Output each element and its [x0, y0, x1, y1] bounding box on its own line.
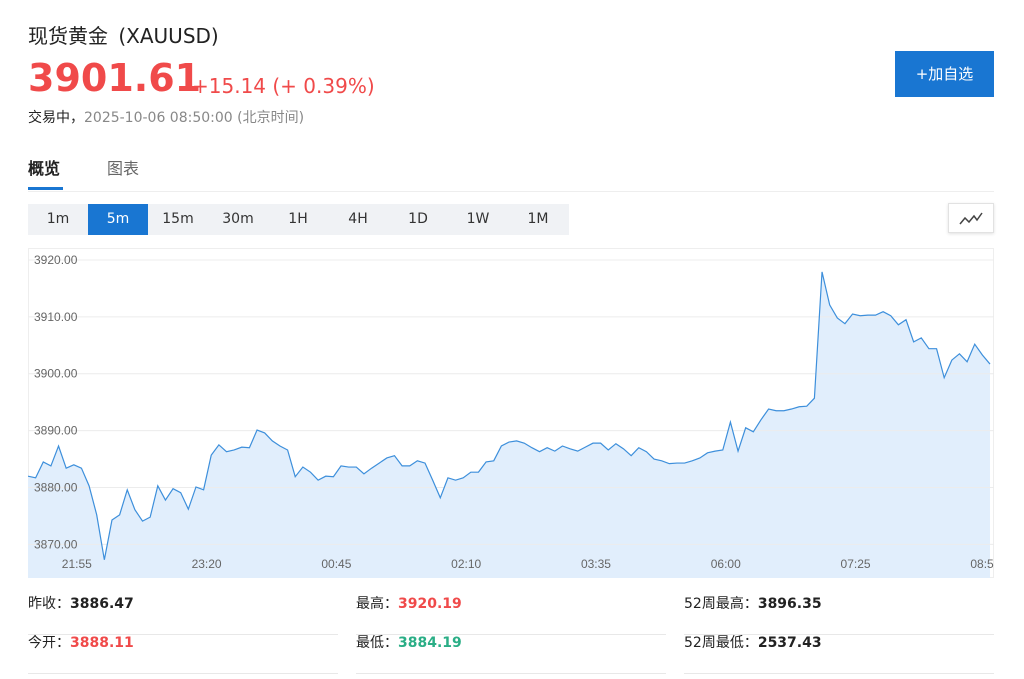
- datetime: 2025-10-06 08:50:00: [84, 110, 233, 126]
- x-tick-label: 06:00: [711, 557, 741, 571]
- x-tick-label: 21:55: [62, 557, 92, 571]
- x-tick-label: 07:25: [841, 557, 871, 571]
- stat-value: 3886.47: [70, 596, 134, 612]
- stat-label: 昨收：: [28, 596, 70, 612]
- x-tick-label: 23:20: [192, 557, 222, 571]
- price: 3901.61: [28, 56, 202, 100]
- interval-button[interactable]: 5m: [88, 204, 148, 235]
- interval-button[interactable]: 30m: [222, 211, 254, 227]
- x-tick-label: 03:35: [581, 557, 611, 571]
- stat-value: 3920.19: [398, 596, 462, 612]
- stat-label: 今开：: [28, 635, 70, 651]
- divider: [28, 191, 994, 192]
- stat: 52周最高：3896.35: [684, 594, 994, 635]
- interval-button[interactable]: 4H: [348, 211, 368, 227]
- stat: 52周最低：2537.43: [684, 633, 994, 674]
- stat: 最高：3920.19: [356, 594, 666, 635]
- tab[interactable]: 概览: [28, 159, 61, 178]
- interval-button[interactable]: 1H: [288, 211, 308, 227]
- interval-button[interactable]: 1M: [527, 211, 549, 227]
- y-tick-label: 3870.00: [34, 537, 78, 551]
- interval-button[interactable]: 15m: [162, 211, 194, 227]
- stat-label: 最高：: [356, 596, 398, 612]
- stat-label: 52周最低：: [684, 635, 758, 651]
- stat: 昨收：3886.47: [28, 594, 338, 635]
- title: 现货黄金 (XAUUSD): [28, 20, 219, 49]
- stat: 最低：3884.19: [356, 633, 666, 674]
- stat-value: 3888.11: [70, 635, 134, 651]
- instrument-code: (XAUUSD): [118, 24, 219, 48]
- y-tick-label: 3890.00: [34, 424, 78, 438]
- add-watchlist-button[interactable]: +加自选: [895, 51, 994, 97]
- price-chart: 3870.00 3880.00 3890.00 3900.00 3910.00 3920.…: [28, 248, 994, 578]
- tab[interactable]: 图表: [107, 159, 140, 178]
- instrument-name: 现货黄金: [28, 24, 108, 48]
- interval-button[interactable]: 1D: [408, 211, 428, 227]
- x-tick-label: 02:10: [451, 557, 481, 571]
- stat-value: 3884.19: [398, 635, 462, 651]
- price-change: +15.14 (+ 0.39%): [192, 74, 375, 98]
- y-tick-label: 3900.00: [34, 367, 78, 381]
- x-tick-label: 08:50: [970, 557, 994, 571]
- stat-value: 2537.43: [757, 635, 822, 651]
- stat-label: 52周最高：: [684, 596, 758, 612]
- stat: 今开：3888.11: [28, 633, 338, 674]
- y-tick-label: 3880.00: [34, 481, 78, 495]
- tab-underline: [28, 187, 63, 190]
- trade-status-line: 交易中，2025-10-06 08:50:00 (北京时间): [28, 107, 304, 127]
- interval-button[interactable]: 1W: [466, 211, 490, 227]
- price-line: [28, 271, 991, 560]
- y-tick-label: 3910.00: [34, 310, 78, 324]
- status: 交易中，: [28, 110, 84, 126]
- interval-bar: 1m 5m 15m 30m 1H 4H 1D 1W 1M: [28, 204, 569, 235]
- x-tick-label: 00:45: [321, 557, 351, 571]
- stat-label: 最低：: [356, 635, 398, 651]
- timezone: (北京时间): [237, 110, 305, 126]
- line-icon: [959, 212, 983, 225]
- chart-style-button[interactable]: [948, 203, 994, 233]
- stat-value: 3896.35: [757, 596, 822, 612]
- area-fill: [28, 271, 990, 578]
- interval-button[interactable]: 1m: [46, 211, 70, 227]
- y-tick-label: 3920.00: [34, 253, 78, 267]
